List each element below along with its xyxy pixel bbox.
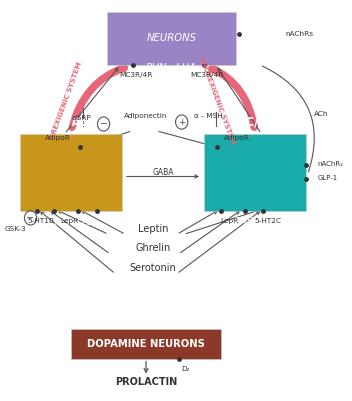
Text: ANOREXIGENIC SYSTEM: ANOREXIGENIC SYSTEM [199, 55, 236, 145]
Text: PVN : LHA: PVN : LHA [146, 63, 196, 73]
Text: GLP-1: GLP-1 [318, 175, 338, 181]
Text: 5-HT1B: 5-HT1B [27, 218, 54, 224]
FancyBboxPatch shape [204, 134, 306, 211]
Text: 5-HT2C: 5-HT2C [255, 218, 282, 224]
FancyBboxPatch shape [20, 134, 122, 211]
Text: nAChR₂: nAChR₂ [318, 161, 344, 167]
Text: NPY /AgRP: NPY /AgRP [36, 116, 107, 129]
Text: GHS-R1a: GHS-R1a [50, 217, 93, 227]
Text: −: − [26, 213, 34, 223]
Text: −: − [100, 119, 108, 129]
Text: Serotonin: Serotonin [130, 263, 176, 273]
Text: GSK-3: GSK-3 [5, 226, 26, 231]
Text: Leptin: Leptin [138, 224, 168, 233]
FancyArrowPatch shape [72, 67, 124, 127]
Text: AdipoR: AdipoR [45, 135, 71, 141]
Text: MC3R/4R: MC3R/4R [190, 72, 224, 78]
Text: AdipoR: AdipoR [224, 135, 250, 141]
Text: +: + [178, 117, 186, 127]
Text: GHS-R1a: GHS-R1a [233, 217, 277, 227]
Text: Adiponectin: Adiponectin [124, 113, 168, 119]
Text: SECOND ORDER: SECOND ORDER [127, 4, 216, 14]
Text: nAChRs: nAChRs [285, 31, 313, 37]
Text: NEURONS: NEURONS [146, 33, 196, 43]
Text: ACh: ACh [314, 111, 328, 117]
Text: OREXIGENIC SYSTEM: OREXIGENIC SYSTEM [49, 61, 83, 140]
Text: Ghrelin: Ghrelin [135, 243, 170, 253]
Text: POMC/CART: POMC/CART [216, 116, 294, 129]
Text: LepR: LepR [220, 218, 238, 224]
FancyBboxPatch shape [107, 12, 236, 65]
FancyArrowPatch shape [262, 66, 314, 172]
Text: α - MSH: α - MSH [195, 113, 223, 119]
FancyBboxPatch shape [71, 329, 221, 359]
Text: GABA: GABA [152, 168, 174, 177]
Text: aGRP: aGRP [72, 115, 92, 121]
Text: DOPAMINE NEURONS: DOPAMINE NEURONS [87, 339, 205, 349]
Text: MC3R/4R: MC3R/4R [119, 72, 153, 78]
Text: D₂: D₂ [181, 366, 190, 372]
FancyArrowPatch shape [212, 68, 254, 127]
Text: LepR: LepR [61, 218, 79, 224]
Text: PROLACTIN: PROLACTIN [115, 377, 177, 387]
